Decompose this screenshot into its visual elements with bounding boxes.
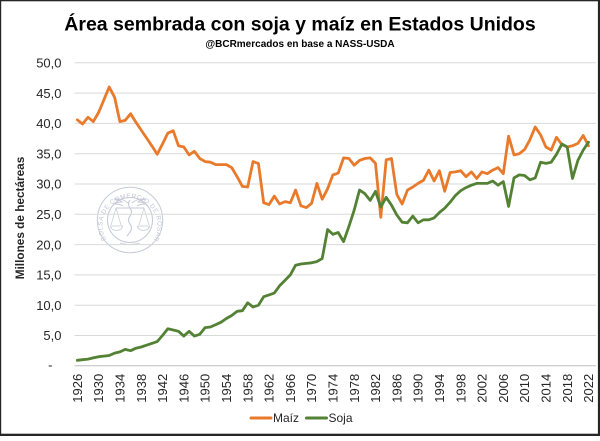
svg-text:1946: 1946 (176, 374, 191, 403)
svg-text:@BCRmercados en base a NASS-US: @BCRmercados en base a NASS-USDA (205, 39, 394, 50)
svg-text:Soja: Soja (329, 411, 353, 425)
svg-text:1982: 1982 (368, 374, 383, 403)
svg-text:20,0: 20,0 (36, 237, 61, 252)
svg-text:45,0: 45,0 (36, 86, 61, 101)
svg-text:2014: 2014 (539, 374, 554, 403)
svg-text:2006: 2006 (496, 374, 511, 403)
svg-text:2010: 2010 (517, 374, 532, 403)
svg-text:1970: 1970 (304, 374, 319, 403)
svg-text:1958: 1958 (240, 374, 255, 403)
svg-text:30,0: 30,0 (36, 177, 61, 192)
svg-text:1966: 1966 (283, 374, 298, 403)
svg-text:1934: 1934 (113, 374, 128, 403)
svg-text:1978: 1978 (347, 374, 362, 403)
svg-text:1986: 1986 (389, 374, 404, 403)
svg-text:Área sembrada con soja y maíz: Área sembrada con soja y maíz en Estados… (64, 13, 536, 36)
svg-text:40,0: 40,0 (36, 116, 61, 131)
svg-text:2018: 2018 (560, 374, 575, 403)
svg-text:35,0: 35,0 (36, 146, 61, 161)
svg-text:1954: 1954 (219, 374, 234, 403)
svg-text:15,0: 15,0 (36, 268, 61, 283)
svg-text:-: - (48, 357, 52, 372)
svg-text:25,0: 25,0 (36, 207, 61, 222)
svg-text:1942: 1942 (155, 374, 170, 403)
svg-text:1930: 1930 (91, 374, 106, 403)
svg-text:1926: 1926 (70, 374, 85, 403)
svg-text:1990: 1990 (411, 374, 426, 403)
svg-text:1938: 1938 (134, 374, 149, 403)
svg-text:50,0: 50,0 (36, 56, 61, 71)
svg-text:1950: 1950 (198, 374, 213, 403)
svg-text:1994: 1994 (432, 374, 447, 403)
svg-text:1962: 1962 (262, 374, 277, 403)
svg-text:1974: 1974 (326, 374, 341, 403)
svg-text:Maíz: Maíz (273, 411, 299, 425)
svg-text:Millones de hectáreas: Millones de hectáreas (13, 156, 27, 279)
svg-text:5,0: 5,0 (43, 328, 61, 343)
svg-text:10,0: 10,0 (36, 298, 61, 313)
svg-text:1998: 1998 (453, 374, 468, 403)
svg-text:2002: 2002 (475, 374, 490, 403)
svg-text:2022: 2022 (581, 374, 596, 403)
